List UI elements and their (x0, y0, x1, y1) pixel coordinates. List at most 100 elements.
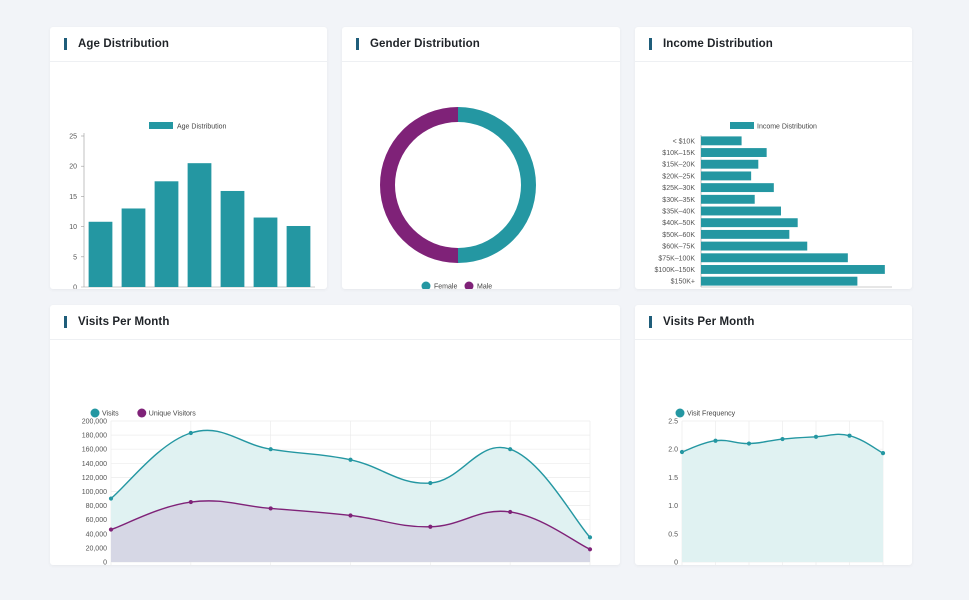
legend-label: Age Distribution (177, 124, 227, 131)
y-tick-label: $10K–15K (662, 150, 695, 157)
legend-label: Visit Frequency (687, 411, 736, 418)
point (679, 449, 685, 455)
y-tick-label: 160,000 (82, 447, 107, 454)
y-tick-label: $100K–150K (655, 267, 696, 274)
y-tick-label: $50K–60K (662, 232, 695, 239)
y-tick-label: $20K–25K (662, 173, 695, 180)
point (587, 535, 593, 540)
legend-label: Income Distribution (757, 124, 817, 131)
header-accent (64, 38, 67, 50)
visits-area-chart: 0 20,000 40,000 60,000 80,000 100,000 120,000 1… (82, 408, 593, 566)
card-header: Visits Per Month (635, 305, 912, 340)
y-tick-label: 5 (73, 254, 77, 261)
legend-swatch (90, 408, 100, 418)
visits-per-month-card: Visits Per Month 0 20,000 40,000 60,000 80,0… (50, 305, 620, 565)
age-bar-chart: Age Distribution051015202518-2425-3435-4… (69, 122, 315, 289)
y-tick-label: $40K–50K (662, 220, 695, 227)
legend-label: Unique Visitors (149, 411, 196, 418)
y-tick-label: 10 (69, 224, 77, 231)
y-tick-label: $30K–35K (662, 197, 695, 204)
gender-donut-chart: Female Male (380, 107, 536, 290)
y-tick-label: $60K–75K (662, 244, 695, 251)
bar-$60K–75K (701, 241, 808, 251)
point (348, 513, 353, 518)
y-tick-label: $15K–20K (662, 162, 695, 169)
legend-swatch (149, 122, 173, 129)
bar-$30K–35K (701, 194, 755, 204)
header-accent (649, 38, 652, 50)
visit-frequency-area-chart: 00.51.01.52.02.52024-102024-112024-12202… (668, 408, 886, 565)
bar-$20K–25K (701, 171, 752, 181)
y-tick-label: $25K–30K (662, 185, 695, 192)
bar-65-74 (253, 217, 278, 287)
bar-45-54 (187, 163, 212, 287)
bar-< $10K (701, 136, 742, 146)
y-tick-label: 180,000 (82, 433, 107, 440)
y-tick-label: 120,000 (82, 475, 107, 482)
y-tick-label: < $10K (673, 138, 696, 145)
legend-swatch-male (464, 281, 474, 289)
header-accent (64, 316, 67, 328)
visit-frequency-card: Visits Per Month 00.51.01.52.02.52024-10… (635, 305, 912, 565)
y-tick-label: 200,000 (82, 419, 107, 426)
bar-35-44 (154, 181, 179, 287)
legend-label: Visits (102, 411, 119, 418)
bar-$50K–60K (701, 229, 790, 239)
legend-swatch-female (421, 281, 431, 289)
card-title: Visits Per Month (663, 316, 755, 328)
point (428, 480, 433, 486)
legend-swatch (137, 408, 147, 418)
point (713, 438, 718, 443)
point (813, 434, 819, 439)
point (847, 433, 852, 438)
point (188, 430, 193, 436)
bar-$40K–50K (701, 218, 798, 228)
point (188, 499, 193, 505)
point (108, 527, 114, 532)
bar-25-34 (121, 208, 146, 287)
bar-$100K–150K (701, 265, 885, 274)
point (508, 509, 513, 515)
y-tick-label: 80,000 (86, 503, 108, 510)
y-tick-label: 0 (103, 560, 107, 566)
card-header: Visits Per Month (50, 305, 620, 340)
point (508, 447, 513, 452)
bar-$150K+ (701, 276, 858, 286)
legend-label-female: Female (434, 284, 457, 290)
income-bar-chart: Income Distribution < $10K $10K–15K $15K–20… (655, 122, 892, 288)
y-tick-label: 0.5 (668, 531, 678, 538)
card-title: Age Distribution (78, 38, 170, 50)
y-tick-label: 2.0 (668, 447, 678, 454)
card-header: Gender Distribution (342, 27, 620, 62)
card-title: Gender Distribution (370, 38, 480, 50)
card-header: Age Distribution (50, 27, 327, 62)
point (780, 436, 785, 442)
card-header: Income Distribution (635, 27, 912, 62)
point (268, 447, 273, 452)
y-tick-label: 2.5 (668, 419, 678, 426)
card-title: Visits Per Month (78, 316, 170, 328)
area-visit-frequency (682, 434, 883, 562)
y-tick-label: 20 (69, 164, 77, 171)
y-tick-label: 1.0 (668, 503, 678, 510)
point (108, 496, 114, 501)
y-tick-label: 40,000 (86, 531, 108, 538)
y-tick-label: 60,000 (86, 517, 108, 524)
y-tick-label: $35K–40K (662, 209, 695, 216)
bar-75+ (286, 225, 311, 287)
legend-swatch (675, 408, 685, 418)
bar-$10K–15K (701, 148, 767, 157)
gender-distribution-card: Gender Distribution Female Male (342, 27, 620, 289)
point (428, 524, 433, 529)
y-tick-label: 15 (69, 194, 77, 201)
y-tick-label: 25 (69, 134, 77, 141)
bar-$35K–40K (701, 206, 781, 216)
bar-$25K–30K (701, 183, 774, 193)
y-tick-label: 20,000 (86, 545, 108, 552)
y-tick-label: $75K–100K (658, 255, 695, 262)
point (880, 451, 886, 456)
header-accent (649, 316, 652, 328)
y-tick-label: 140,000 (82, 461, 107, 468)
bar-$75K–100K (701, 253, 848, 263)
card-title: Income Distribution (663, 38, 773, 50)
